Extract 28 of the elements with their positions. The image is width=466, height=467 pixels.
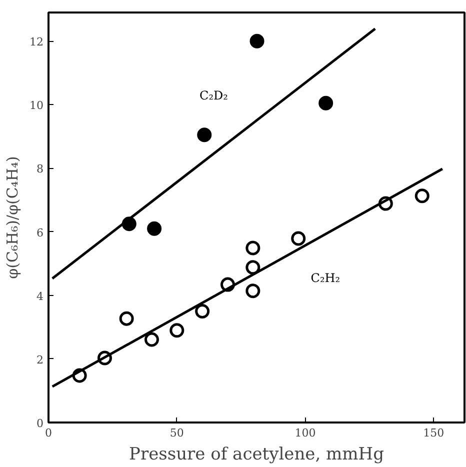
y-tick-label: 0 bbox=[36, 417, 44, 430]
x-tick-label: 100 bbox=[294, 426, 316, 440]
point bbox=[246, 260, 260, 275]
x-tick-label: 0 bbox=[45, 426, 52, 440]
point bbox=[144, 332, 159, 347]
y-tick-label: 8 bbox=[36, 162, 44, 176]
y-tick-label: 12 bbox=[30, 36, 44, 49]
point bbox=[197, 128, 212, 142]
x-tick-label: 50 bbox=[170, 426, 184, 440]
text: C₂D₂ bbox=[200, 88, 228, 103]
x-axis-title: Pressure of acetylene, mmHg bbox=[129, 444, 384, 464]
y-tick-label: 2 bbox=[36, 353, 44, 366]
point bbox=[318, 96, 334, 110]
y-tick-label: 10 bbox=[30, 99, 44, 112]
x-tick-label: 150 bbox=[423, 426, 444, 440]
y-axis-title: φ(C₆H₆)/φ(C₄H₄) bbox=[4, 156, 22, 279]
text: C₂H₂ bbox=[310, 271, 340, 286]
point bbox=[119, 311, 134, 326]
point bbox=[246, 240, 260, 256]
y-tick-label: 4 bbox=[36, 290, 44, 303]
point bbox=[250, 34, 264, 48]
point bbox=[147, 221, 162, 236]
point bbox=[246, 284, 260, 298]
point bbox=[414, 188, 430, 204]
point bbox=[291, 231, 306, 246]
point bbox=[170, 323, 184, 338]
y-tick-label: 6 bbox=[36, 226, 44, 240]
point bbox=[195, 304, 210, 318]
